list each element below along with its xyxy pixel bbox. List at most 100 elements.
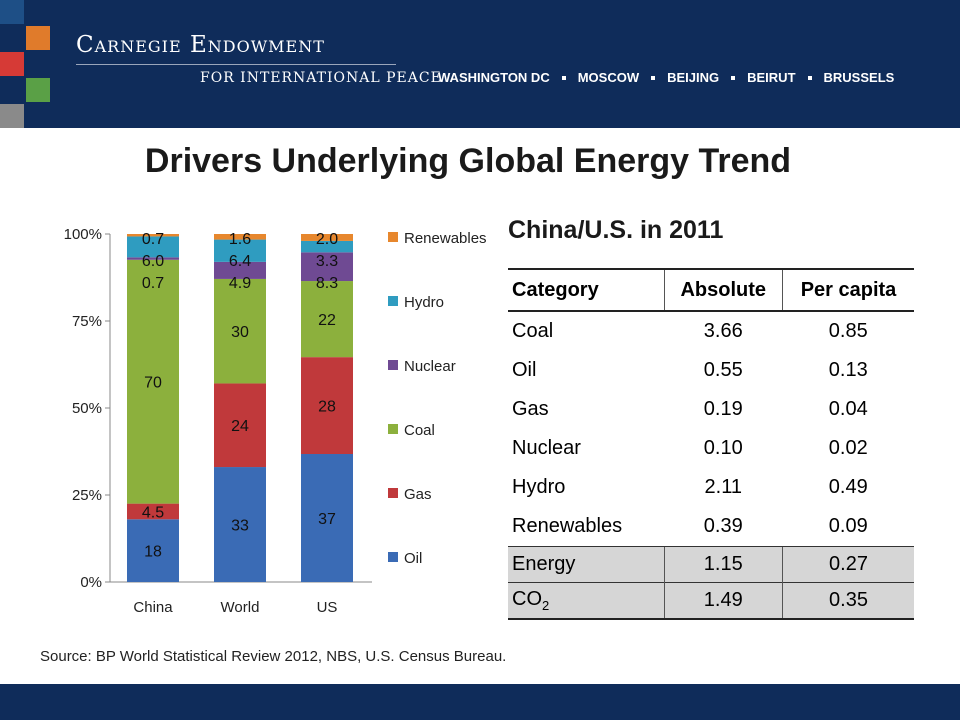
cell-per-capita: 0.13 — [828, 359, 868, 381]
bar-segment — [301, 234, 353, 241]
table-row: Hydro 2.11 0.49 — [508, 468, 914, 507]
data-label: 28 — [318, 399, 336, 416]
city-separator — [651, 75, 656, 80]
y-tick-label: 50% — [72, 400, 102, 417]
bar-segment — [301, 454, 353, 582]
data-label: 0.7 — [142, 231, 164, 248]
cell-per-capita: 0.27 — [781, 546, 914, 583]
y-tick-label: 100% — [64, 226, 102, 243]
city-label: BEIJING — [667, 70, 720, 85]
city-label: BRUSSELS — [823, 70, 895, 85]
bar-segment — [127, 519, 179, 582]
cell-category: Hydro — [512, 476, 566, 498]
slide-title: Drivers Underlying Global Energy Trend — [144, 142, 792, 180]
table-row: Oil 0.55 0.13 — [508, 351, 914, 390]
cell-category: Renewables — [512, 515, 623, 537]
cell-per-capita: 0.49 — [828, 476, 868, 498]
cell-category: CO2 — [508, 582, 665, 620]
data-label: 37 — [318, 511, 336, 528]
data-label: 8.3 — [316, 275, 338, 292]
logo-square — [26, 26, 50, 50]
bar-segment — [214, 234, 266, 240]
stacked-bar-chart: 0% 25% 50% 75% 100% China World US 18 4.5 70 0.7 6.0… — [64, 226, 487, 616]
data-label: 4.9 — [229, 275, 251, 292]
legend-swatch — [388, 360, 398, 370]
cell-per-capita: 0.04 — [828, 398, 868, 420]
city-separator — [807, 75, 812, 80]
cell-absolute: 2.11 — [704, 476, 742, 498]
cell-absolute: 0.19 — [703, 398, 743, 420]
cell-absolute: 0.39 — [703, 515, 743, 537]
bar-segment — [214, 278, 266, 384]
legend-label: Gas — [404, 486, 432, 503]
legend-label: Nuclear — [404, 358, 456, 375]
cell-absolute: 1.15 — [663, 546, 783, 583]
x-tick-label: China — [133, 599, 173, 616]
table-row: Renewables 0.39 0.09 — [508, 507, 914, 547]
legend-swatch — [388, 232, 398, 242]
org-name: Carnegie Endowment — [76, 32, 325, 58]
logo-square — [26, 78, 50, 102]
table-row: Coal 3.66 0.85 — [508, 311, 914, 351]
logo-square — [0, 0, 24, 24]
column-header: Category — [508, 268, 665, 312]
bar-segment — [301, 252, 353, 282]
cell-category: Coal — [512, 320, 554, 342]
city-label: MOSCOW — [577, 70, 640, 85]
legend-swatch — [388, 424, 398, 434]
cell-per-capita: 0.09 — [828, 515, 868, 537]
logo-square — [0, 104, 24, 128]
x-tick-label: US — [317, 599, 338, 616]
table-row: Gas 0.19 0.04 — [508, 390, 914, 429]
cell-category: Nuclear — [512, 437, 581, 459]
bar-segment — [214, 261, 266, 279]
city-label: WASHINGTON DC — [438, 70, 550, 85]
bar-segment — [127, 234, 179, 237]
cell-per-capita: 0.85 — [828, 320, 868, 342]
bar-segment — [214, 467, 266, 582]
city-list: WASHINGTON DC MOSCOW BEIJING BEIRUT BRUSSELS — [438, 70, 894, 85]
city-label: BEIRUT — [747, 70, 796, 85]
data-label: 3.3 — [316, 253, 338, 270]
legend-label: Coal — [404, 422, 435, 439]
cell-category: Oil — [512, 359, 537, 381]
data-label: 6.4 — [229, 253, 251, 270]
co2-text: CO — [512, 588, 542, 610]
data-label: 4.5 — [142, 504, 164, 521]
data-label: 0.7 — [142, 275, 164, 292]
table-row-highlight: CO2 1.49 0.35 — [508, 582, 914, 620]
co2-subscript: 2 — [542, 598, 550, 613]
table-header-row: Category Absolute Per capita — [508, 268, 914, 312]
bar-segment — [127, 236, 179, 258]
bar-segment — [127, 503, 179, 520]
cell-absolute: 0.10 — [703, 437, 743, 459]
cell-category: Energy — [508, 546, 665, 583]
legend-swatch — [388, 552, 398, 562]
column-header: Per capita — [781, 268, 914, 312]
city-separator — [731, 75, 736, 80]
source-note: Source: BP World Statistical Review 2012… — [40, 648, 507, 665]
column-header: Absolute — [663, 268, 783, 312]
footer-bar — [0, 684, 960, 720]
bar-segment — [301, 357, 353, 455]
bar-segment — [301, 240, 353, 253]
ratio-table: Category Absolute Per capita Coal 3.66 0… — [508, 268, 914, 620]
bar-segment — [214, 383, 266, 468]
bar-segment — [127, 259, 179, 504]
y-tick-label: 0% — [80, 574, 102, 591]
y-tick-label: 75% — [72, 313, 102, 330]
data-label: 2.0 — [316, 231, 338, 248]
header-banner: Carnegie Endowment FOR INTERNATIONAL PEA… — [0, 0, 960, 128]
bar-segment — [214, 239, 266, 262]
data-label: 18 — [144, 544, 162, 561]
data-label: 33 — [231, 518, 249, 535]
x-tick-label: World — [221, 599, 260, 616]
data-label: 1.6 — [229, 231, 251, 248]
legend-label: Oil — [404, 550, 422, 567]
logo-square — [0, 52, 24, 76]
bar-segment — [301, 281, 353, 358]
legend-label: Hydro — [404, 294, 444, 311]
y-tick-label: 25% — [72, 487, 102, 504]
cell-absolute: 1.49 — [663, 582, 783, 620]
cell-absolute: 3.66 — [703, 320, 743, 342]
